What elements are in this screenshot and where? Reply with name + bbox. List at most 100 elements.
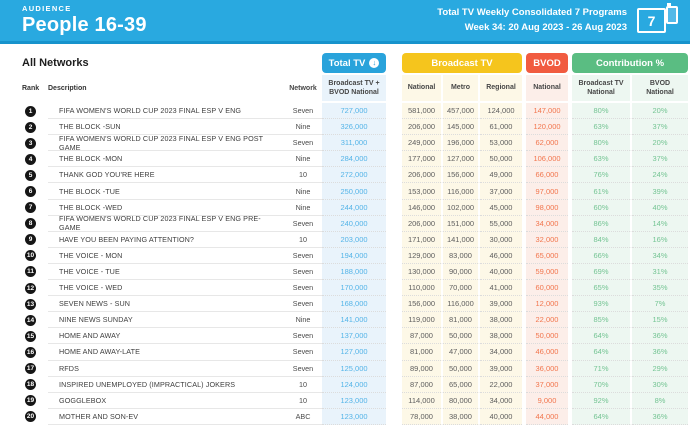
total-tv-value: 727,000	[322, 103, 386, 120]
table-row: 11 THE VOICE - TUE Seven 188,000 130,000…	[22, 263, 688, 281]
total-tv-group-header[interactable]: Total TV ↓	[322, 53, 386, 73]
network-value: ABC	[284, 409, 322, 425]
broadcast-national-value: 206,000	[402, 119, 443, 136]
network-value: 10	[284, 167, 322, 184]
contribution-bvod-subheader: BVOD National	[632, 75, 688, 103]
program-description: THE VOICE - MON	[48, 248, 284, 264]
broadcast-regional-value: 49,000	[480, 167, 522, 184]
rank-badge: 17	[25, 363, 36, 375]
contribution-bvod-value: 29%	[632, 360, 688, 377]
network-value: Seven	[284, 280, 322, 297]
table-row: 17 RFDS Seven 125,000 89,000 50,000 39,0…	[22, 360, 688, 377]
rank-badge: 13	[25, 298, 36, 310]
broadcast-metro-value: 70,000	[443, 280, 480, 297]
broadcast-regional-value: 46,000	[480, 247, 522, 264]
bvod-group-header[interactable]: BVOD	[526, 53, 568, 73]
contribution-bvod-value: 30%	[632, 376, 688, 393]
total-tv-value: 123,000	[322, 408, 386, 425]
broadcast-national-value: 114,000	[402, 392, 443, 409]
total-tv-group-label: Total TV	[328, 57, 366, 69]
device-icon	[666, 3, 678, 24]
contribution-broadcast-value: 92%	[572, 392, 632, 409]
total-tv-value: 127,000	[322, 344, 386, 361]
bvod-national-value: 32,000	[526, 231, 568, 248]
contribution-bvod-value: 31%	[632, 263, 688, 281]
total-tv-value: 240,000	[322, 215, 386, 232]
program-description: GOGGLEBOX	[48, 393, 284, 409]
network-value: 10	[284, 232, 322, 248]
bvod-national-value: 12,000	[526, 296, 568, 313]
group-header-row: All Networks Total TV ↓ Broadcast TV BVO…	[22, 53, 688, 73]
network-value: Nine	[284, 151, 322, 168]
program-description: FIFA WOMEN'S WORLD CUP 2023 FINAL ESP V …	[48, 214, 284, 232]
broadcast-national-value: 156,000	[402, 296, 443, 313]
network-value: 10	[284, 393, 322, 409]
broadcast-metro-value: 116,000	[443, 296, 480, 313]
rank-badge: 11	[25, 266, 36, 278]
contribution-broadcast-line1: Broadcast TV	[578, 79, 624, 87]
contribution-bvod-value: 35%	[632, 280, 688, 297]
total-tv-value: 244,000	[322, 199, 386, 216]
program-description: SEVEN NEWS - SUN	[48, 296, 284, 313]
total-tv-value: 194,000	[322, 247, 386, 264]
sort-descending-icon[interactable]: ↓	[369, 58, 380, 68]
header-right: Total TV Weekly Consolidated 7 Programs …	[437, 3, 680, 35]
page-title: People 16-39	[22, 14, 147, 36]
bvod-national-value: 65,000	[526, 247, 568, 264]
contribution-broadcast-value: 64%	[572, 328, 632, 345]
table-row: 14 NINE NEWS SUNDAY Nine 141,000 119,000…	[22, 312, 688, 329]
program-description: RFDS	[48, 361, 284, 377]
contribution-bvod-value: 20%	[632, 135, 688, 152]
contribution-broadcast-value: 69%	[572, 263, 632, 281]
broadcast-metro-value: 196,000	[443, 135, 480, 152]
network-value: Nine	[284, 119, 322, 136]
broadcast-metro-value: 81,000	[443, 312, 480, 329]
broadcast-metro-value: 151,000	[443, 215, 480, 232]
network-value: Nine	[284, 200, 322, 216]
broadcast-regional-value: 30,000	[480, 231, 522, 248]
rank-badge: 19	[25, 395, 36, 407]
header-bar: AUDIENCE People 16-39 Total TV Weekly Co…	[0, 0, 690, 44]
contribution-broadcast-value: 76%	[572, 167, 632, 184]
contribution-bvod-value: 8%	[632, 392, 688, 409]
audience-label: AUDIENCE	[22, 4, 72, 13]
table-row: 10 THE VOICE - MON Seven 194,000 129,000…	[22, 247, 688, 264]
broadcast-metro-subheader: Metro	[443, 75, 480, 103]
broadcast-metro-value: 83,000	[443, 247, 480, 264]
broadcast-regional-value: 39,000	[480, 296, 522, 313]
rank-badge: 1	[25, 105, 36, 117]
total-tv-value: 311,000	[322, 135, 386, 152]
network-value: Seven	[284, 328, 322, 345]
broadcast-national-value: 78,000	[402, 408, 443, 425]
bvod-national-value: 60,000	[526, 280, 568, 297]
contribution-broadcast-line2: National	[587, 89, 615, 96]
table-row: 6 THE BLOCK -TUE Nine 250,000 153,000 11…	[22, 183, 688, 200]
contribution-group-header[interactable]: Contribution %	[572, 53, 688, 73]
program-description: HOME AND AWAY-LATE	[48, 344, 284, 361]
broadcast-tv-group-header[interactable]: Broadcast TV	[402, 53, 522, 73]
contribution-broadcast-value: 60%	[572, 199, 632, 216]
bvod-national-value: 36,000	[526, 360, 568, 377]
broadcast-regional-subheader: Regional	[480, 75, 522, 103]
broadcast-metro-value: 50,000	[443, 360, 480, 377]
broadcast-metro-value: 65,000	[443, 376, 480, 393]
total-tv-value: 123,000	[322, 392, 386, 409]
rank-badge: 12	[25, 282, 36, 294]
contribution-broadcast-value: 71%	[572, 360, 632, 377]
contribution-bvod-value: 24%	[632, 167, 688, 184]
broadcast-national-value: 87,000	[402, 328, 443, 345]
contribution-broadcast-value: 64%	[572, 344, 632, 361]
rank-badge: 15	[25, 330, 36, 342]
table-row: 12 THE VOICE - WED Seven 170,000 110,000…	[22, 280, 688, 297]
bvod-national-value: 66,000	[526, 167, 568, 184]
total-tv-subheader: Broadcast TV + BVOD National	[322, 75, 386, 103]
broadcast-national-value: 146,000	[402, 199, 443, 216]
program-description: THE BLOCK -SUN	[48, 119, 284, 136]
network-filter[interactable]: All Networks	[22, 57, 89, 69]
broadcast-national-value: 130,000	[402, 263, 443, 281]
bvod-national-value: 97,000	[526, 183, 568, 200]
broadcast-metro-value: 457,000	[443, 103, 480, 120]
broadcast-regional-value: 34,000	[480, 344, 522, 361]
total-tv-value: 284,000	[322, 151, 386, 168]
header-left: AUDIENCE People 16-39	[22, 4, 147, 37]
